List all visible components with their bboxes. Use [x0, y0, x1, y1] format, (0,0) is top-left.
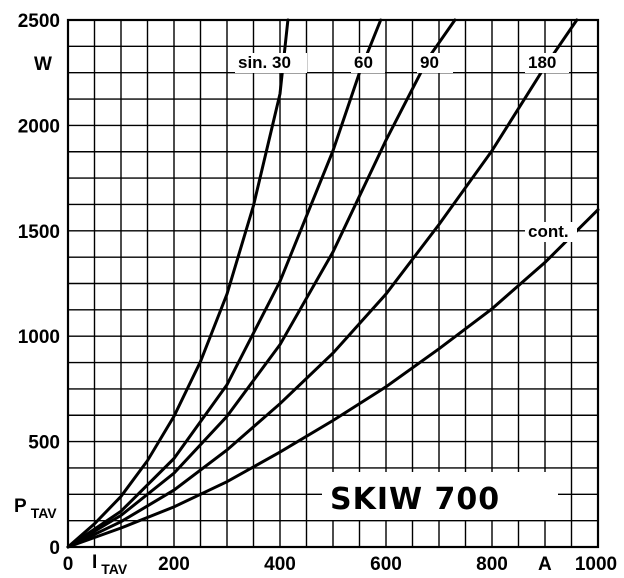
series-label-0: sin. 30: [238, 53, 291, 72]
series-label-bg: [525, 53, 569, 73]
chart-title: SKIW 700: [330, 482, 500, 517]
x-axis-symbol: I TAV: [92, 552, 128, 577]
y-tick-label: 0: [49, 538, 60, 559]
series-line-2: [66, 18, 457, 549]
series-label-bg: [417, 53, 453, 73]
x-tick-label: 0: [63, 554, 74, 575]
y-tick-label: 2000: [18, 116, 60, 137]
tick-labels: 0 500 1000 1500 2000 2500 0 200 400 600 800 1000: [18, 11, 617, 575]
x-tick-label: 200: [158, 554, 190, 575]
plot-frame: [66, 18, 600, 549]
y-tick-label: 1500: [18, 222, 60, 243]
series-line-3: [66, 18, 579, 549]
y-tick-label: 1000: [18, 327, 60, 348]
x-tick-label: 1000: [575, 554, 617, 575]
curve-labels: sin. 30 60 90 180 cont.: [235, 53, 577, 242]
series-label-bg: [525, 222, 577, 242]
series-label-2: 90: [420, 53, 439, 72]
series-line-4: [66, 208, 600, 549]
y-tick-label: 2500: [18, 11, 60, 32]
y-axis-symbol-main: P: [14, 496, 27, 517]
series-line-1: [66, 18, 383, 549]
series-label-3: 180: [528, 53, 556, 72]
series-label-4: cont.: [528, 222, 569, 241]
series-label-1: 60: [354, 53, 373, 72]
series-line-0: [66, 18, 290, 549]
x-unit-label: A: [538, 554, 552, 575]
x-tick-label: 400: [264, 554, 296, 575]
y-axis-symbol: P TAV: [14, 496, 57, 521]
y-tick-label: 500: [28, 433, 60, 454]
series-label-bg: [235, 53, 307, 73]
x-tick-label: 800: [476, 554, 508, 575]
curves: [66, 18, 600, 549]
x-axis-symbol-main: I: [92, 552, 97, 573]
x-tick-label: 600: [370, 554, 402, 575]
y-axis-symbol-subscript: TAV: [31, 505, 58, 521]
x-axis-symbol-subscript: TAV: [101, 561, 128, 577]
grid: [68, 20, 598, 547]
series-label-bg: [351, 53, 385, 73]
y-unit-label: W: [34, 54, 52, 75]
